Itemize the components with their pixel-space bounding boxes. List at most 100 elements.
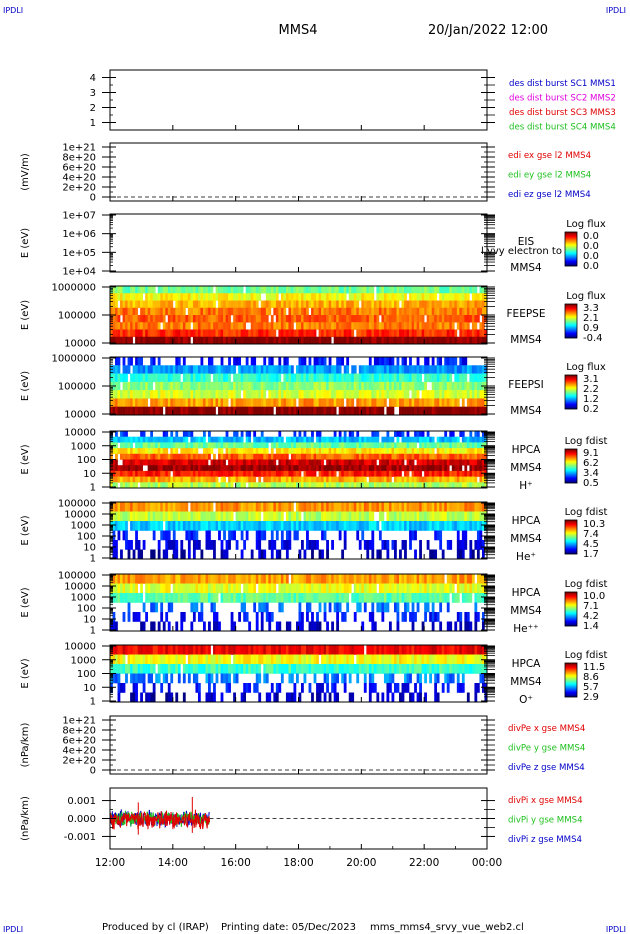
spectrogram-cell [343, 540, 347, 550]
colorbar-swatch [565, 253, 577, 255]
spectrogram-cell [444, 453, 448, 460]
spectrogram-cell [363, 390, 367, 399]
spectrogram-cell [321, 322, 324, 330]
spectrogram-cell [356, 336, 360, 345]
spectrogram-cell [165, 406, 169, 416]
spectrogram-cell [446, 521, 450, 531]
colorbar-swatch [565, 314, 577, 316]
spectrogram-cell [434, 459, 438, 466]
spectrogram-cell [356, 574, 360, 584]
colorbar-swatch [565, 384, 577, 386]
spectrogram-cell [461, 390, 465, 399]
spectrogram-cell [356, 442, 360, 449]
spectrogram-cell [353, 315, 357, 323]
spectrogram-cell [404, 521, 407, 531]
spectrogram-cell [293, 442, 297, 449]
spectrogram-cell [469, 540, 473, 550]
spectrogram-cell [145, 459, 148, 466]
spectrogram-cell [421, 459, 425, 466]
spectrogram-cell [431, 406, 435, 416]
spectrogram-cell [283, 336, 287, 345]
spectrogram-cell [378, 470, 382, 477]
spectrogram-cell [436, 315, 440, 323]
spectrogram-cell [353, 453, 357, 460]
spectrogram-cell [162, 453, 166, 460]
spectrogram-cell [197, 336, 201, 345]
spectrogram-cell [205, 530, 209, 541]
spectrogram-cell [112, 482, 116, 489]
spectrogram-cell [326, 465, 329, 472]
spectrogram-cell [471, 511, 475, 522]
spectrogram-cell [278, 381, 282, 391]
spectrogram-cell [466, 502, 470, 512]
spectrogram-cell [270, 459, 274, 466]
spectrogram-cell [471, 436, 475, 443]
spectrogram-cell [439, 336, 443, 345]
spectrogram-cell [175, 574, 179, 584]
spectrogram-cell [220, 406, 224, 416]
spectrogram-cell [406, 431, 410, 437]
spectrogram-cell [117, 286, 121, 294]
spectrogram-cell [399, 549, 402, 560]
colorbar-tick-label: -0.4 [583, 333, 603, 344]
spectrogram-cell [157, 521, 161, 531]
spectrogram-cell [431, 502, 435, 512]
y-tick-label: 1000000 [51, 354, 96, 365]
spectrogram-cell [185, 373, 189, 383]
spectrogram-cell [358, 465, 362, 472]
spectrogram-cell [373, 300, 377, 309]
spectrogram-cell [333, 390, 337, 399]
spectrogram-cell [182, 300, 186, 309]
spectrogram-cell [471, 453, 475, 460]
spectrogram-cell [295, 482, 299, 489]
spectrogram-cell [441, 459, 445, 466]
spectrogram-cell [120, 465, 123, 472]
spectrogram-cell [127, 442, 131, 449]
spectrogram-cell [426, 365, 430, 374]
spectrogram-cell [424, 336, 427, 345]
spectrogram-cell [245, 574, 249, 584]
spectrogram-cell [386, 357, 390, 366]
spectrogram-cell [476, 530, 480, 541]
spectrogram-cell [155, 322, 159, 330]
spectrogram-cell [200, 459, 204, 466]
spectrogram-cell [469, 286, 473, 294]
spectrogram-cell [263, 459, 267, 466]
spectrogram-cell [476, 549, 480, 560]
spectrogram-cell [187, 511, 191, 522]
spectrogram-cell [225, 436, 229, 443]
spectrogram-cell [456, 406, 460, 416]
spectrogram-cell [255, 442, 259, 449]
spectrogram-cell [368, 442, 372, 449]
spectrogram-cell [391, 521, 395, 531]
spectrogram-cell [318, 442, 322, 449]
spectrogram-cell [336, 442, 340, 449]
spectrogram-cell [301, 459, 304, 466]
spectrogram-cell [471, 549, 475, 560]
spectrogram-cell [117, 293, 121, 301]
spectrogram-cell [250, 286, 254, 294]
spectrogram-cell [162, 307, 166, 316]
spectrogram-cell [182, 442, 186, 449]
spectrogram-cell [338, 286, 342, 294]
spectrogram-cell [469, 436, 473, 443]
spectrogram-cell [366, 293, 370, 301]
spectrogram-cell [386, 390, 390, 399]
spectrogram-cell [439, 315, 443, 323]
spectrogram-cell [190, 300, 194, 309]
spectrogram-cell [464, 286, 468, 294]
spectrogram-cell [260, 398, 264, 408]
spectrogram-cell [326, 540, 329, 550]
spectrogram-cell [424, 357, 427, 366]
spectrogram-cell [414, 465, 417, 472]
spectrogram-cell [210, 293, 214, 301]
spectrogram-cell [285, 381, 289, 391]
spectrogram-cell [215, 470, 219, 477]
spectrogram-cell [439, 459, 443, 466]
spectrogram-cell [431, 322, 435, 330]
spectrogram-cell [145, 373, 148, 383]
spectrogram-cell [220, 442, 224, 449]
spectrogram-cell [396, 293, 400, 301]
spectrogram-cell [192, 381, 196, 391]
